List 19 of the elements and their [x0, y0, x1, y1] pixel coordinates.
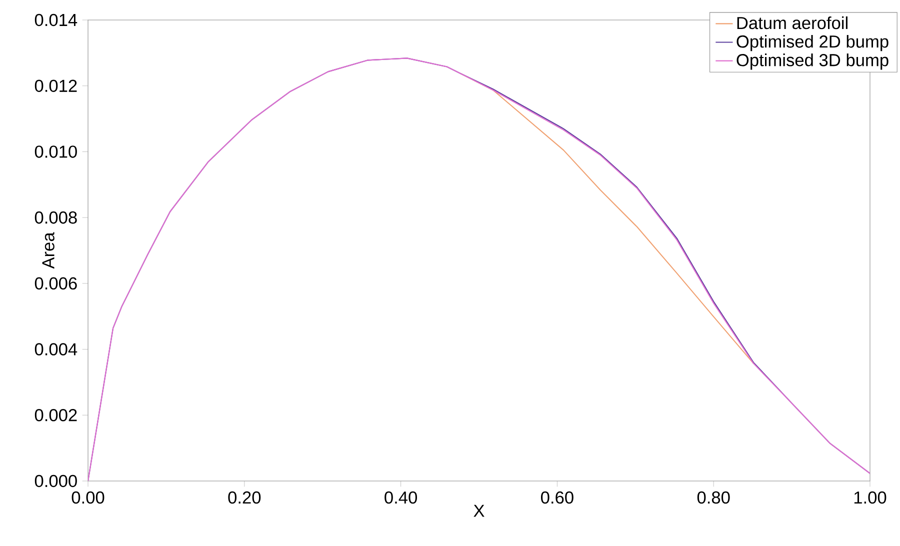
legend-label: Optimised 3D bump	[736, 54, 888, 70]
x-tick-label: 0.20	[228, 491, 261, 504]
x-tick-label: 1.00	[854, 491, 886, 504]
x-axis-title: X	[474, 504, 484, 517]
x-tick-label: 0.80	[697, 491, 730, 504]
legend-label: Datum aerofoil	[737, 16, 848, 30]
y-tick-label: 0.006	[34, 277, 77, 290]
y-tick-label: 0.000	[34, 474, 77, 488]
y-tick-label: 0.010	[34, 146, 77, 158]
legend-label: Optimised 2D bump	[736, 34, 888, 52]
y-axis-title: Area	[42, 232, 54, 269]
x-tick-label: 0.40	[384, 491, 417, 504]
y-tick-label: 0.008	[34, 211, 77, 224]
y-tick-label: 0.012	[34, 80, 77, 92]
x-tick-label: 0.60	[541, 491, 574, 504]
y-tick-label: 0.014	[34, 14, 78, 26]
y-tick-label: 0.002	[34, 408, 77, 422]
y-tick-label: 0.004	[34, 343, 78, 356]
x-tick-label: 0.00	[72, 491, 104, 504]
